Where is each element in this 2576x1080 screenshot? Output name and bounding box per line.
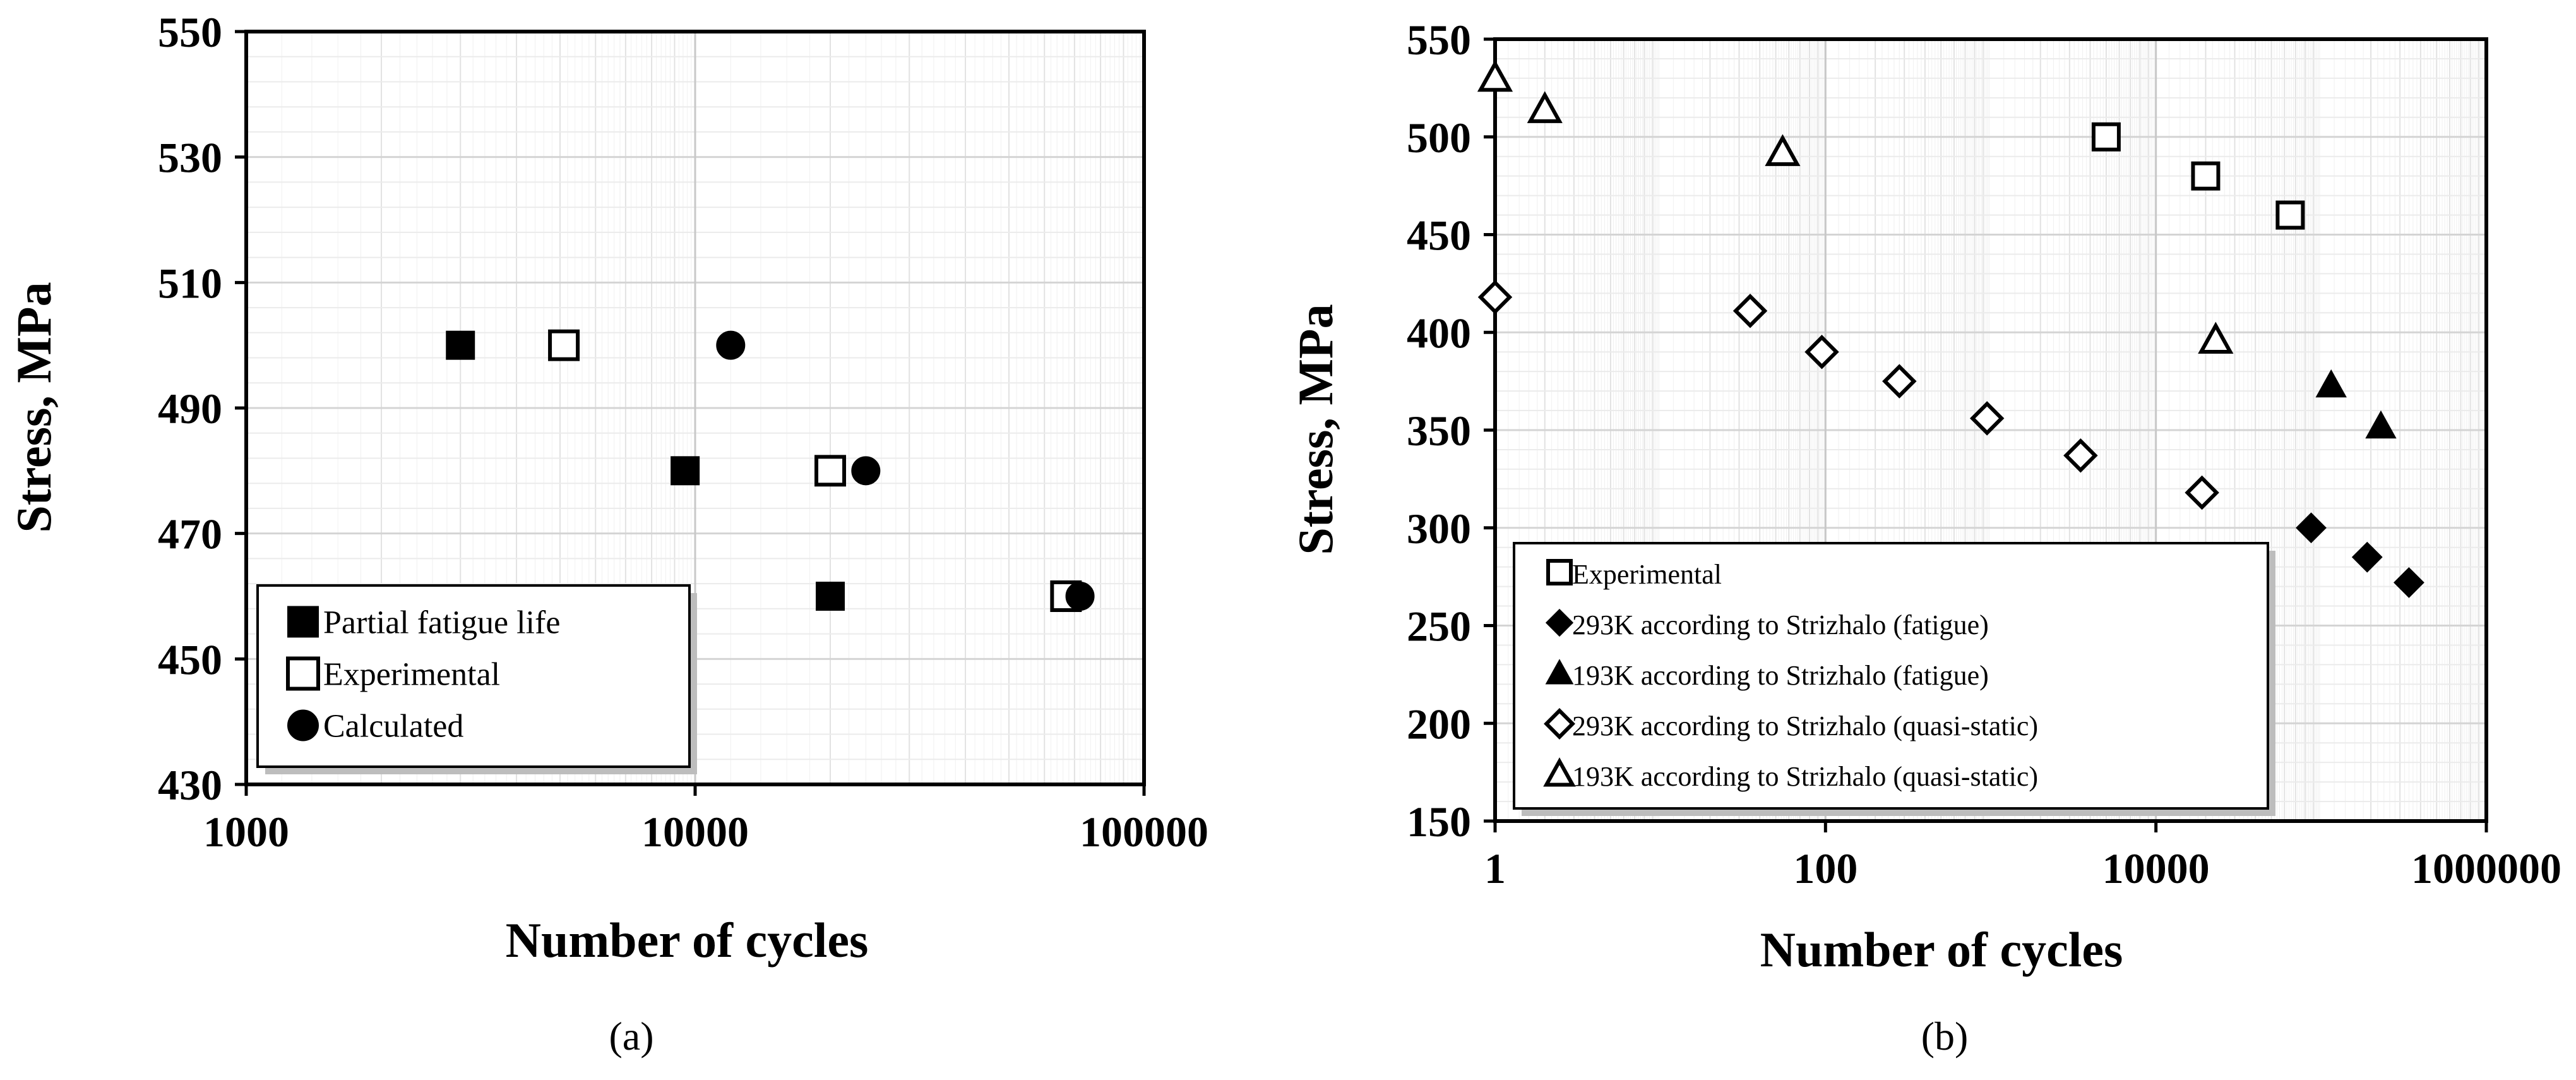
data-point-a-s0-p1 bbox=[671, 456, 700, 486]
chart-b-marks bbox=[1477, 59, 2424, 598]
legend-label-3: 293K according to Strizhalo (quasi-stati… bbox=[1572, 711, 2038, 741]
data-point-b-s1-p2 bbox=[2393, 567, 2424, 598]
x-tick-label: 100 bbox=[1793, 844, 1857, 892]
y-tick-label: 500 bbox=[1407, 114, 1471, 162]
legend-box bbox=[256, 584, 691, 768]
y-tick-label: 150 bbox=[1407, 798, 1471, 846]
legend-marker-0 bbox=[287, 606, 319, 638]
data-point-a-s2-p2 bbox=[1065, 582, 1095, 611]
legend-label-0: Experimental bbox=[1572, 559, 1722, 590]
legend-label-1: Experimental bbox=[323, 657, 500, 693]
data-point-b-s4-p2 bbox=[1765, 134, 1801, 166]
chart-a-caption: (a) bbox=[609, 1014, 653, 1059]
data-point-b-s0-p1 bbox=[2191, 161, 2221, 191]
chart-a-y-ticks: 430 450 470 490 510 530 550 bbox=[158, 8, 246, 809]
y-tick-label: 550 bbox=[1407, 16, 1471, 64]
data-point-b-s0-p0 bbox=[2091, 122, 2121, 152]
x-tick-label: 10000 bbox=[2102, 844, 2210, 892]
legend-label-2: Calculated bbox=[323, 709, 463, 745]
legend-marker-2 bbox=[287, 709, 319, 741]
data-point-b-s3-p6 bbox=[2185, 475, 2219, 510]
data-point-a-s2-p1 bbox=[851, 456, 881, 486]
chart-b-caption: (b) bbox=[1921, 1014, 1969, 1059]
chart-a-y-axis-title: Stress, MPa bbox=[6, 282, 61, 532]
legend-box bbox=[1513, 542, 2269, 810]
chart-a-legend: Partial fatigue life Experimental Calculat… bbox=[256, 584, 697, 774]
data-point-a-s1-p0 bbox=[548, 329, 580, 361]
data-point-b-s3-p2 bbox=[1804, 334, 1839, 369]
data-point-b-s4-p3 bbox=[2198, 321, 2234, 354]
data-point-b-s3-p4 bbox=[1969, 401, 2005, 436]
data-point-b-s3-p0 bbox=[1477, 280, 1513, 315]
data-point-a-s2-p0 bbox=[716, 330, 746, 360]
chart-b-y-axis-title: Stress, MPa bbox=[1288, 304, 1343, 555]
chart-b: 1 100 10000 1000000 150 200 250 300 350 400 450 50… bbox=[1288, 16, 2561, 1059]
data-point-b-s4-p0 bbox=[1477, 59, 1513, 92]
legend-marker-4 bbox=[1543, 757, 1576, 787]
y-tick-label: 450 bbox=[1407, 212, 1471, 260]
y-tick-label: 250 bbox=[1407, 603, 1471, 651]
chart-a-x-axis-title: Number of cycles bbox=[506, 913, 869, 968]
data-point-b-s3-p3 bbox=[1882, 364, 1917, 399]
y-tick-label: 300 bbox=[1407, 505, 1471, 553]
data-point-a-s0-p2 bbox=[816, 582, 845, 611]
x-tick-label: 1000000 bbox=[2411, 844, 2561, 892]
data-point-b-s1-p1 bbox=[2351, 541, 2383, 573]
y-tick-label: 510 bbox=[158, 259, 222, 307]
y-tick-label: 490 bbox=[158, 385, 222, 433]
y-tick-label: 450 bbox=[158, 635, 222, 683]
y-tick-label: 470 bbox=[158, 510, 222, 558]
legend-marker-1 bbox=[1545, 608, 1574, 637]
x-tick-label: 1 bbox=[1484, 844, 1506, 892]
data-point-b-s3-p5 bbox=[2063, 438, 2098, 473]
x-tick-label: 1000 bbox=[203, 808, 289, 856]
y-tick-label: 200 bbox=[1407, 700, 1471, 748]
data-point-b-s2-p0 bbox=[2315, 369, 2347, 398]
y-tick-label: 400 bbox=[1407, 309, 1471, 357]
chart-a-x-ticks: 1000 10000 100000 bbox=[203, 784, 1208, 856]
y-tick-label: 550 bbox=[158, 8, 222, 56]
chart-b-legend: Experimental 293K according to Strizhalo … bbox=[1513, 542, 2275, 816]
y-tick-label: 530 bbox=[158, 134, 222, 182]
legend-label-2: 193K according to Strizhalo (fatigue) bbox=[1572, 660, 1989, 691]
legend-label-1: 293K according to Strizhalo (fatigue) bbox=[1572, 609, 1989, 640]
data-point-b-s4-p1 bbox=[1527, 91, 1563, 123]
chart-b-x-axis-title: Number of cycles bbox=[1760, 922, 2123, 977]
data-point-b-s2-p1 bbox=[2365, 410, 2397, 439]
chart-b-y-ticks: 150 200 250 300 350 400 450 500 550 bbox=[1407, 16, 1495, 846]
legend-label-0: Partial fatigue life bbox=[323, 605, 560, 641]
legend-marker-0 bbox=[1546, 559, 1573, 585]
legend-marker-2 bbox=[1545, 659, 1574, 685]
y-tick-label: 350 bbox=[1407, 407, 1471, 455]
data-point-a-s1-p1 bbox=[814, 455, 847, 487]
chart-a-marks bbox=[446, 329, 1095, 612]
x-tick-label: 10000 bbox=[641, 808, 749, 856]
chart-b-x-ticks: 1 100 10000 1000000 bbox=[1484, 821, 2561, 892]
x-tick-label: 100000 bbox=[1080, 808, 1208, 856]
legend-marker-1 bbox=[286, 656, 320, 691]
data-point-a-s0-p0 bbox=[446, 330, 475, 360]
chart-a: 1000 10000 100000 430 450 470 490 510 530 550 Pa… bbox=[6, 8, 1208, 1059]
legend-label-4: 193K according to Strizhalo (quasi-stati… bbox=[1572, 761, 2038, 792]
data-point-b-s3-p1 bbox=[1732, 293, 1768, 328]
data-point-b-s0-p2 bbox=[2275, 200, 2305, 230]
y-tick-label: 430 bbox=[158, 761, 222, 809]
legend-marker-3 bbox=[1544, 708, 1575, 740]
data-point-b-s1-p0 bbox=[2296, 512, 2327, 544]
